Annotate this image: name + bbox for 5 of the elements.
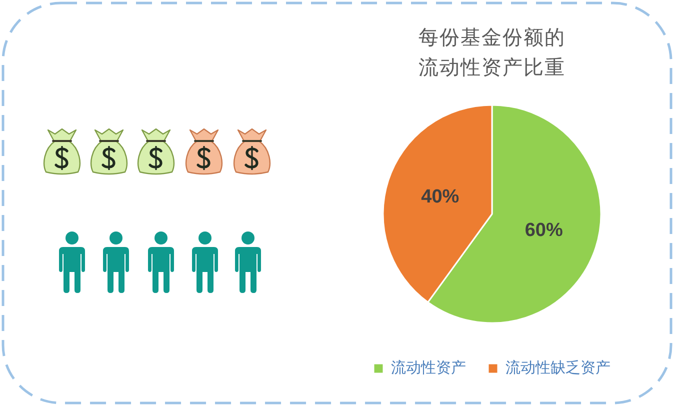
legend-label: 流动性缺乏资产: [506, 358, 610, 376]
data-label: 60%: [524, 220, 563, 242]
chart-title: 每份基金份额的流动性资产比重: [418, 24, 566, 81]
data-label: 40%: [421, 186, 460, 208]
legend-label: 流动性资产: [391, 358, 466, 376]
